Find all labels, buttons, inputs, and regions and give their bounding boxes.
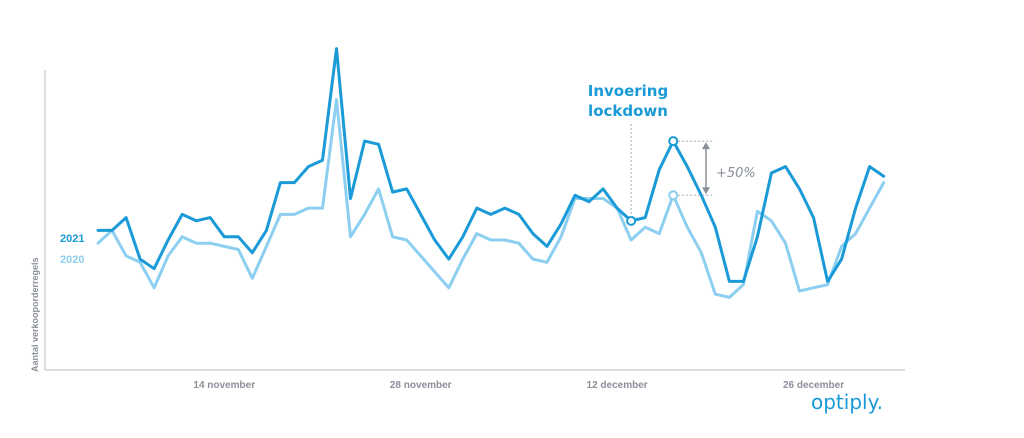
legend-2021: 2021 xyxy=(60,233,84,245)
lockdown-annotation-line2: lockdown xyxy=(588,102,668,120)
lockdown-point-marker xyxy=(626,215,637,226)
x-tick-label: 12 december xyxy=(587,380,648,391)
series-line-2021 xyxy=(96,47,886,283)
optiply-logo: optiply. xyxy=(811,390,883,414)
increase-arrow-head-down xyxy=(702,187,710,195)
x-tick-label: 26 december xyxy=(783,380,844,391)
series-line-2020 xyxy=(96,98,886,299)
x-tick-label: 28 november xyxy=(390,380,452,391)
increase-label: +50% xyxy=(716,166,756,181)
x-tick-label: 14 november xyxy=(193,380,255,391)
peak-2021-marker xyxy=(668,136,679,147)
y-axis-label: Aantal verkooporderregels xyxy=(30,257,40,372)
increase-arrow-head-up xyxy=(702,142,710,150)
peak-2020-marker xyxy=(668,190,679,201)
legend-2020: 2020 xyxy=(60,254,84,266)
lockdown-annotation-line1: Invoering xyxy=(588,82,668,100)
